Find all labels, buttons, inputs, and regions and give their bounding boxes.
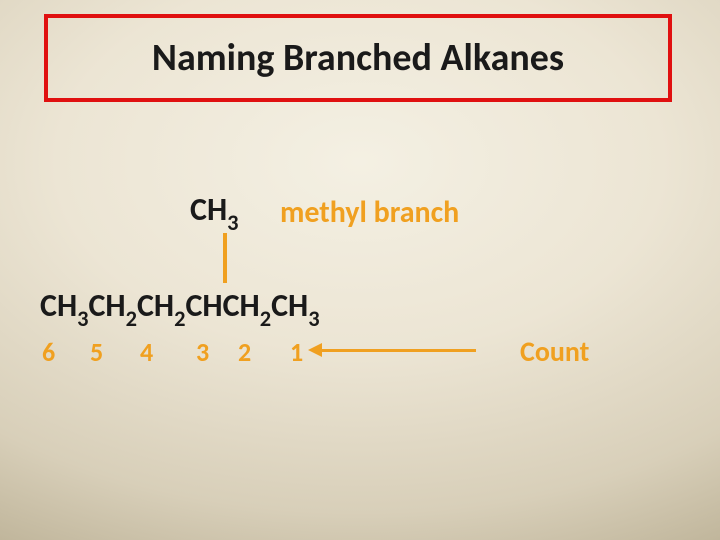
carbon-number-3: 3 [196, 336, 209, 368]
title-text: Naming Branched Alkanes [152, 35, 564, 81]
count-arrow-line [320, 349, 476, 352]
main-chain: CH3CH2CH2CHCH2CH3 [40, 286, 320, 330]
branch-label: methyl branch [280, 194, 459, 231]
carbon-number-2: 2 [238, 336, 251, 368]
carbon-number-1: 1 [290, 336, 303, 368]
carbon-number-5: 5 [90, 336, 103, 368]
count-label: Count [520, 334, 589, 369]
branch-group: CH3 [190, 190, 238, 234]
count-arrow-head [308, 343, 322, 357]
title-box: Naming Branched Alkanes [44, 14, 672, 102]
branch-bond-line [223, 233, 227, 283]
carbon-number-6: 6 [42, 336, 55, 368]
carbon-number-4: 4 [140, 336, 153, 368]
